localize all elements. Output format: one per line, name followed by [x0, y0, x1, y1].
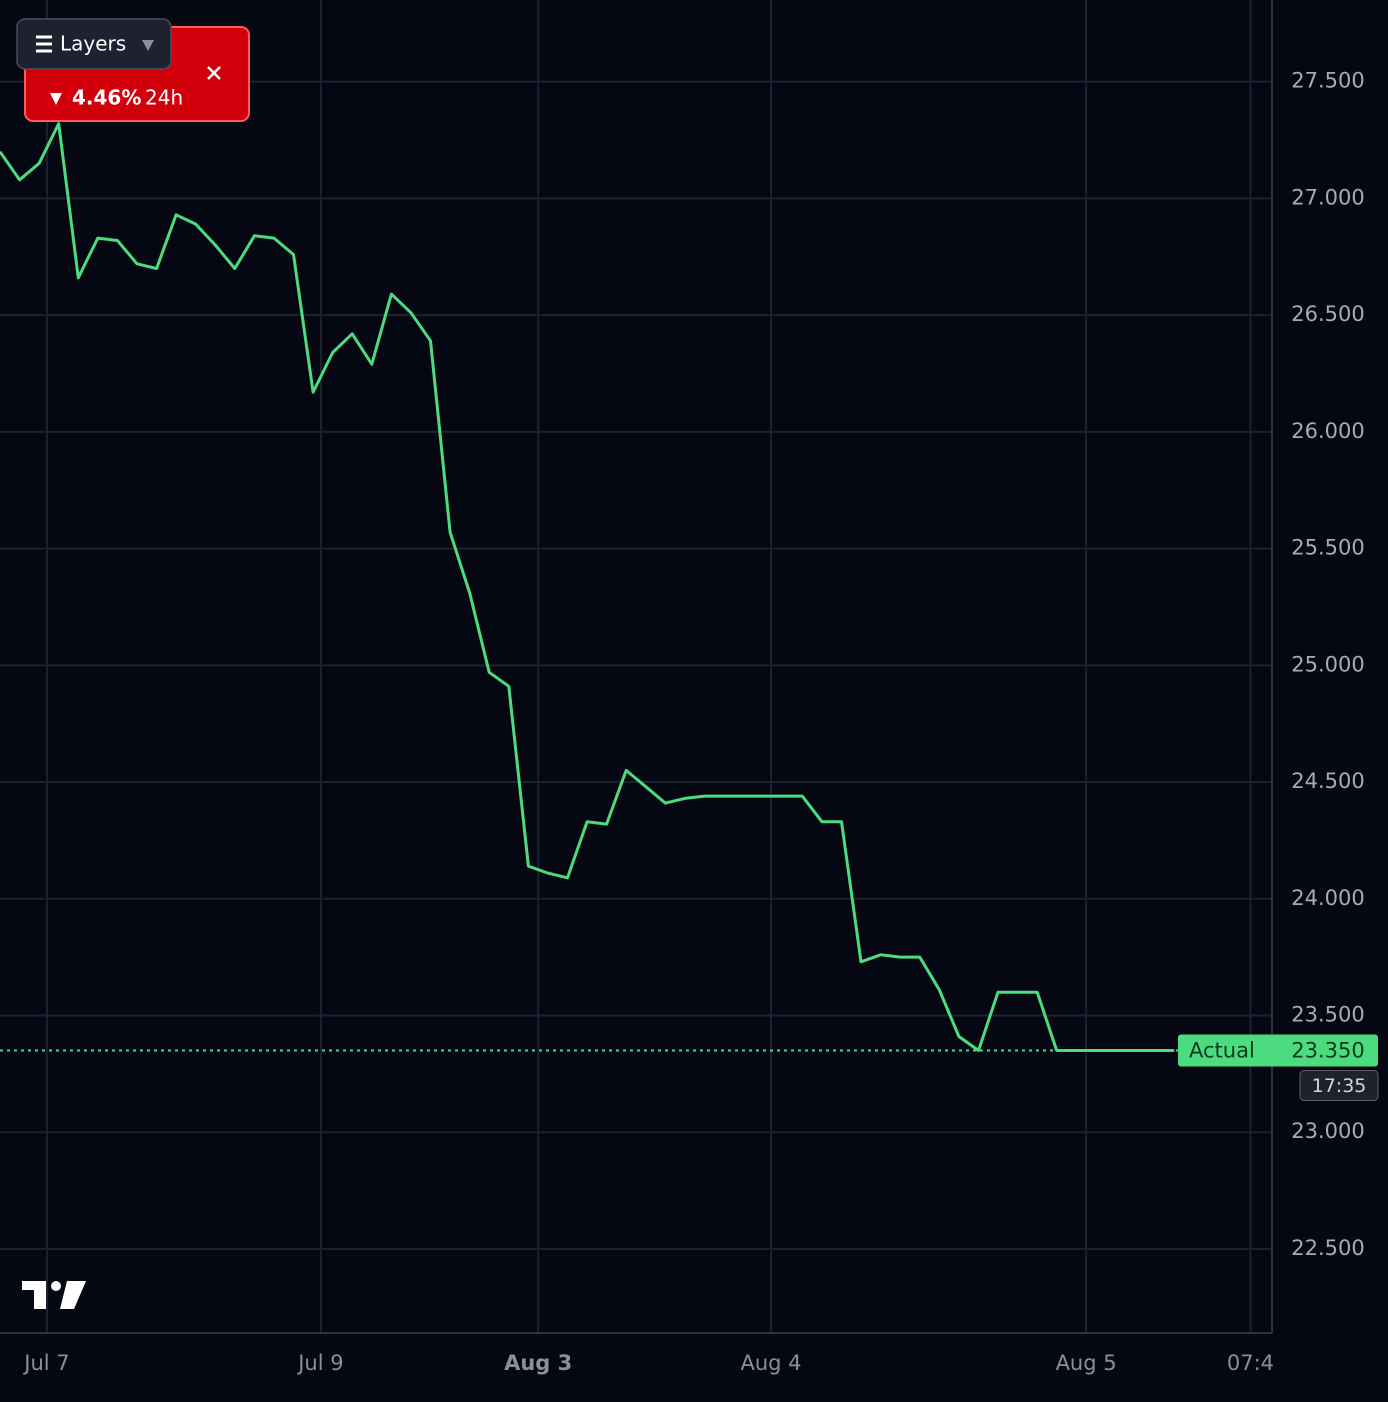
y-tick-label: 22.500: [1291, 1236, 1364, 1260]
y-tick-label: 24.500: [1291, 769, 1364, 793]
y-tick-label: 26.000: [1291, 419, 1364, 443]
y-tick-label: 25.500: [1291, 536, 1364, 560]
countdown: 17:35: [1312, 1075, 1367, 1097]
y-tick-label: 27.000: [1291, 185, 1364, 209]
layers-label: Layers: [60, 32, 126, 56]
x-tick-label: 07:4: [1227, 1351, 1274, 1375]
menu-icon: [36, 35, 52, 53]
y-tick-label: 24.000: [1291, 886, 1364, 910]
x-tick-label: Jul 7: [22, 1351, 69, 1375]
x-tick-label: Aug 4: [741, 1351, 802, 1375]
price-line: [0, 122, 1175, 1052]
x-tick-label: Aug 3: [504, 1351, 572, 1375]
y-tick-label: 23.000: [1291, 1119, 1364, 1143]
dropdown-arrow: [142, 40, 154, 51]
price-value: 23.350: [1291, 1039, 1364, 1063]
y-tick-label: 25.000: [1291, 652, 1364, 676]
y-tick-label: 26.500: [1291, 302, 1364, 326]
change-value: 4.46%: [72, 86, 141, 110]
change-period: 24h: [145, 86, 183, 110]
y-tick-label: 23.500: [1291, 1003, 1364, 1027]
plot: [0, 122, 1178, 1052]
down-arrow: [50, 93, 62, 105]
close-button[interactable]: [207, 66, 221, 80]
layers-button[interactable]: Layers: [16, 18, 172, 70]
price-name: Actual: [1189, 1039, 1255, 1063]
price-label-box: [1178, 1034, 1378, 1067]
logo: [22, 1281, 86, 1309]
y-axis: 22.500 23.000 23.500 24.000 24.500 25.000 25.5…: [1291, 69, 1364, 1260]
x-tick-label: Aug 5: [1056, 1351, 1117, 1375]
countdown-box: [1299, 1070, 1379, 1102]
y-tick-label: 27.500: [1291, 69, 1364, 93]
layers-box: [16, 18, 172, 70]
x-tick-label: Jul 9: [296, 1351, 343, 1375]
